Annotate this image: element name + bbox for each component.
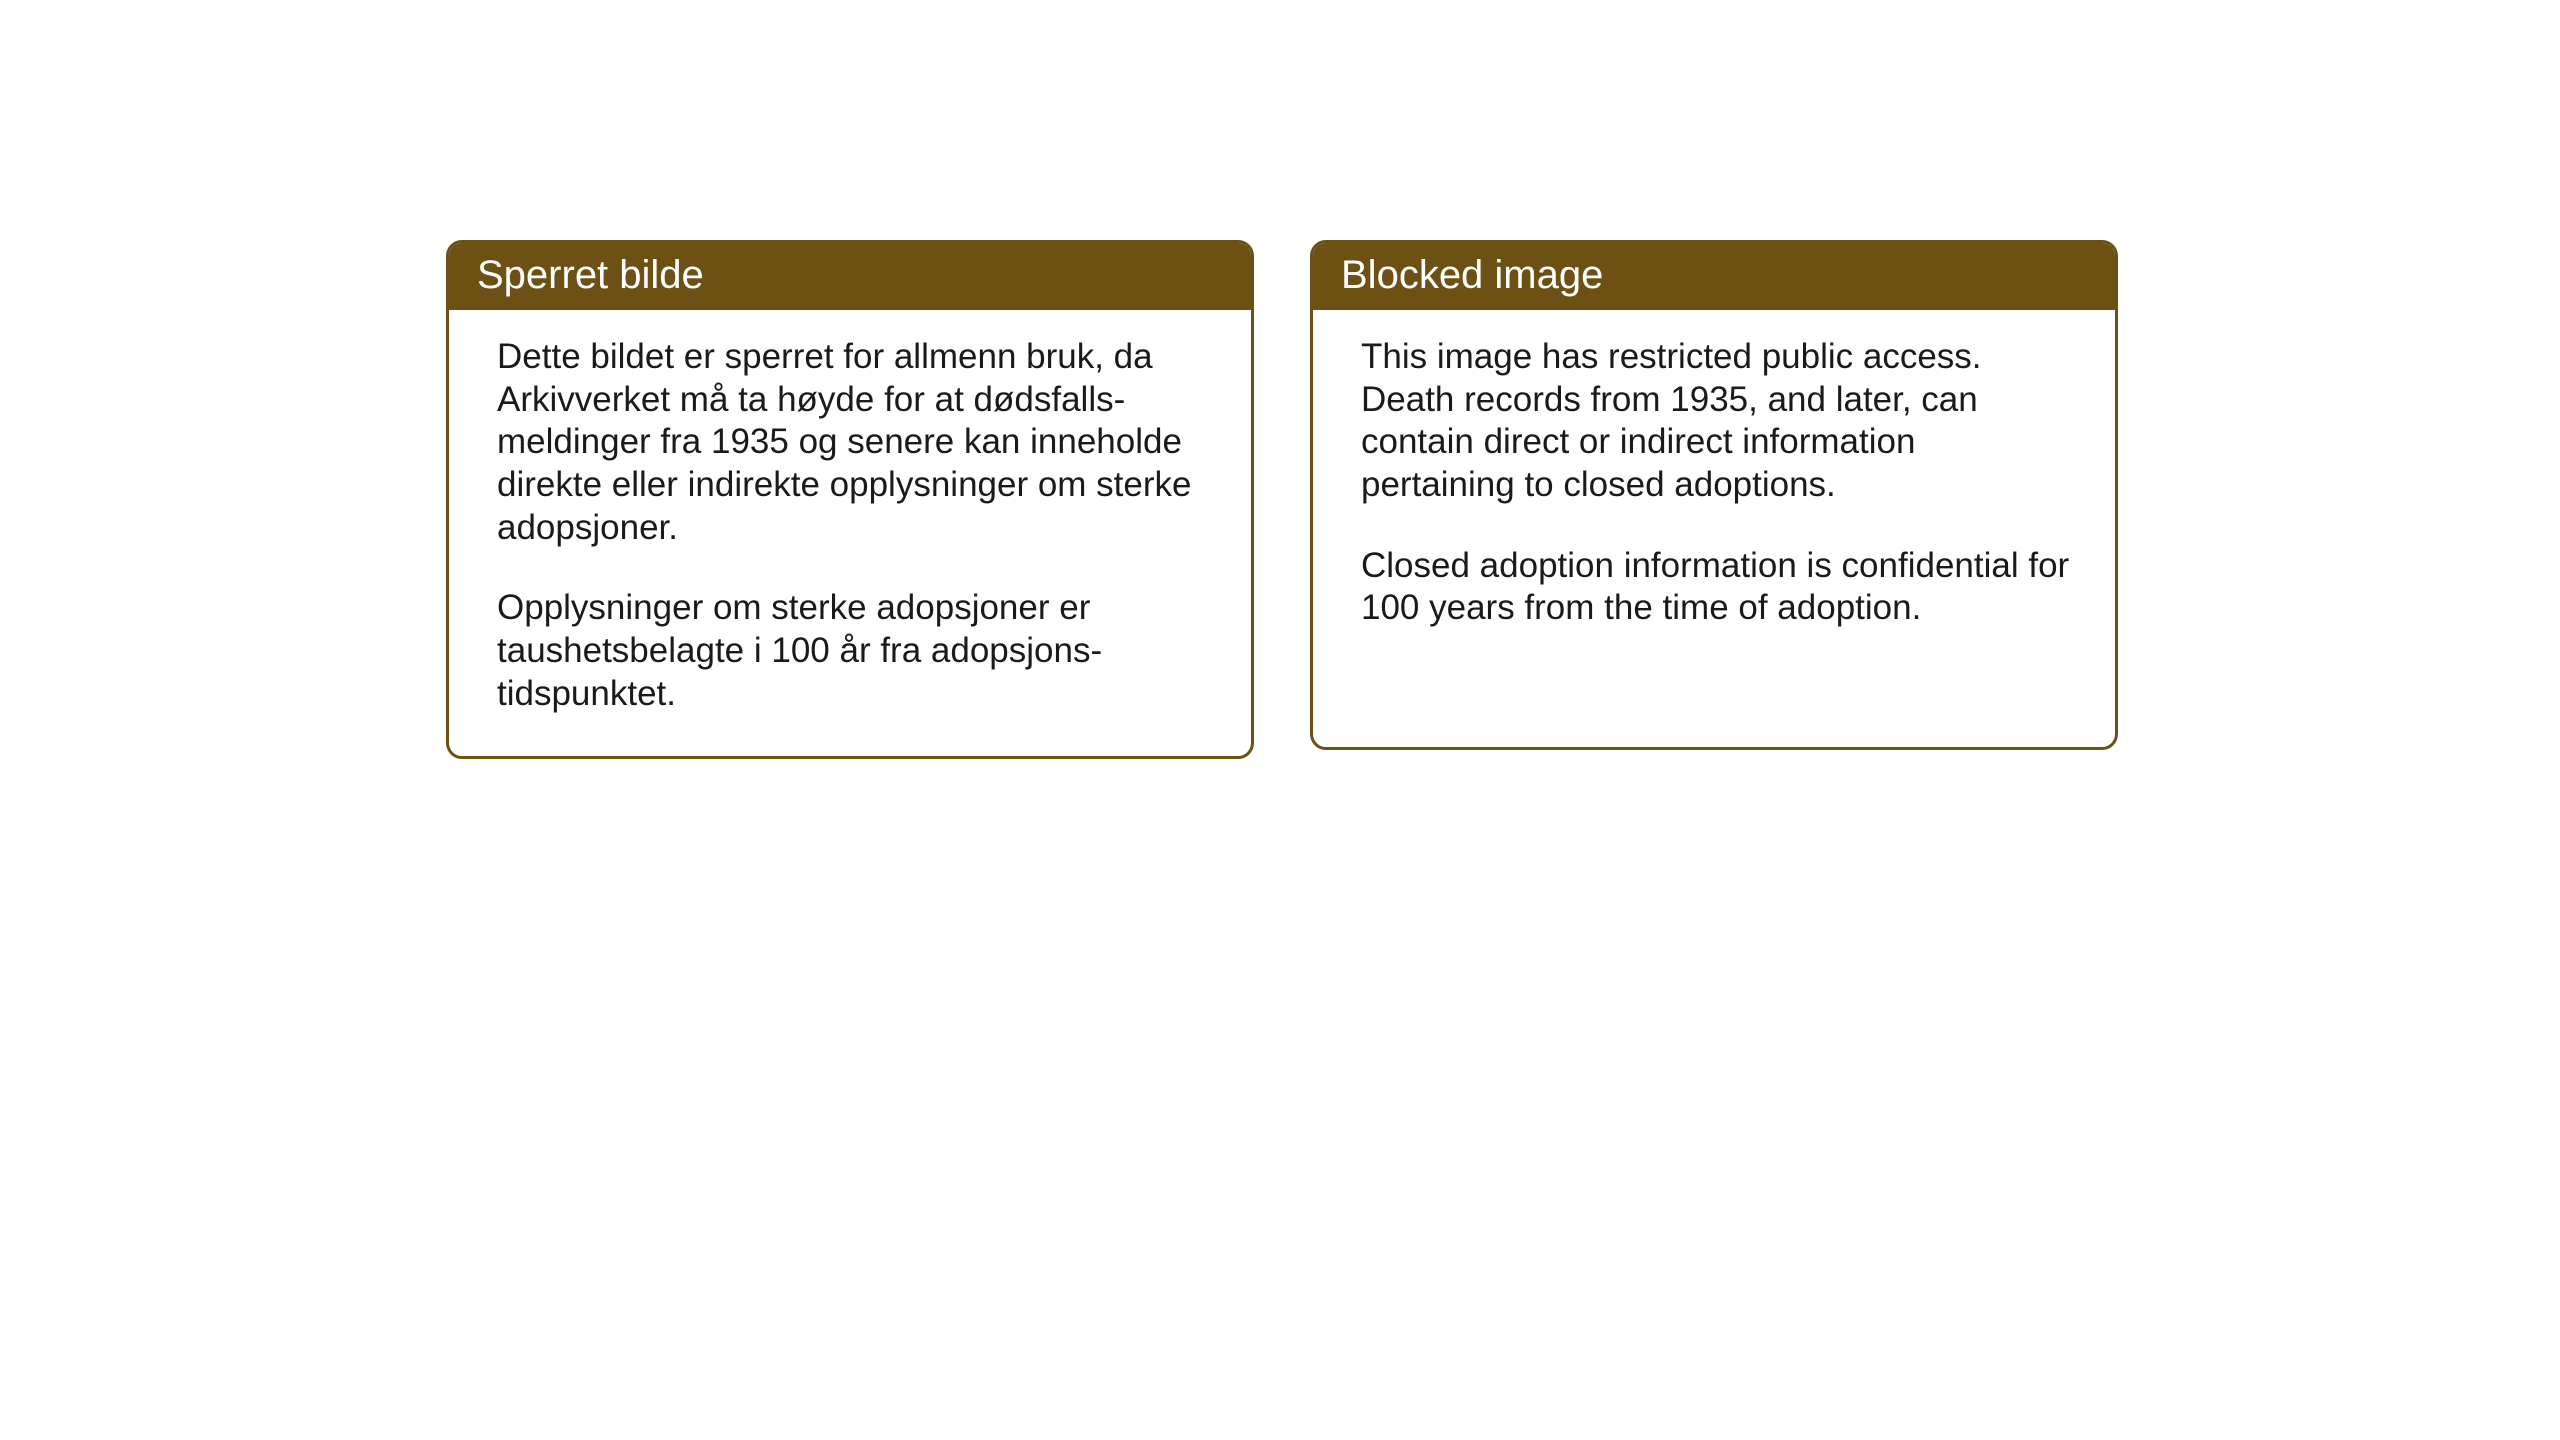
card-body-english: This image has restricted public access.… — [1313, 310, 2115, 670]
notice-paragraph: This image has restricted public access.… — [1361, 336, 2075, 507]
notice-card-english: Blocked image This image has restricted … — [1310, 240, 2118, 750]
notice-card-norwegian: Sperret bilde Dette bildet er sperret fo… — [446, 240, 1254, 759]
notice-container: Sperret bilde Dette bildet er sperret fo… — [446, 240, 2118, 759]
notice-paragraph: Opplysninger om sterke adopsjoner er tau… — [497, 587, 1211, 715]
notice-paragraph: Dette bildet er sperret for allmenn bruk… — [497, 336, 1211, 549]
card-body-norwegian: Dette bildet er sperret for allmenn bruk… — [449, 310, 1251, 756]
card-header-norwegian: Sperret bilde — [449, 243, 1251, 310]
card-header-english: Blocked image — [1313, 243, 2115, 310]
notice-paragraph: Closed adoption information is confident… — [1361, 545, 2075, 630]
